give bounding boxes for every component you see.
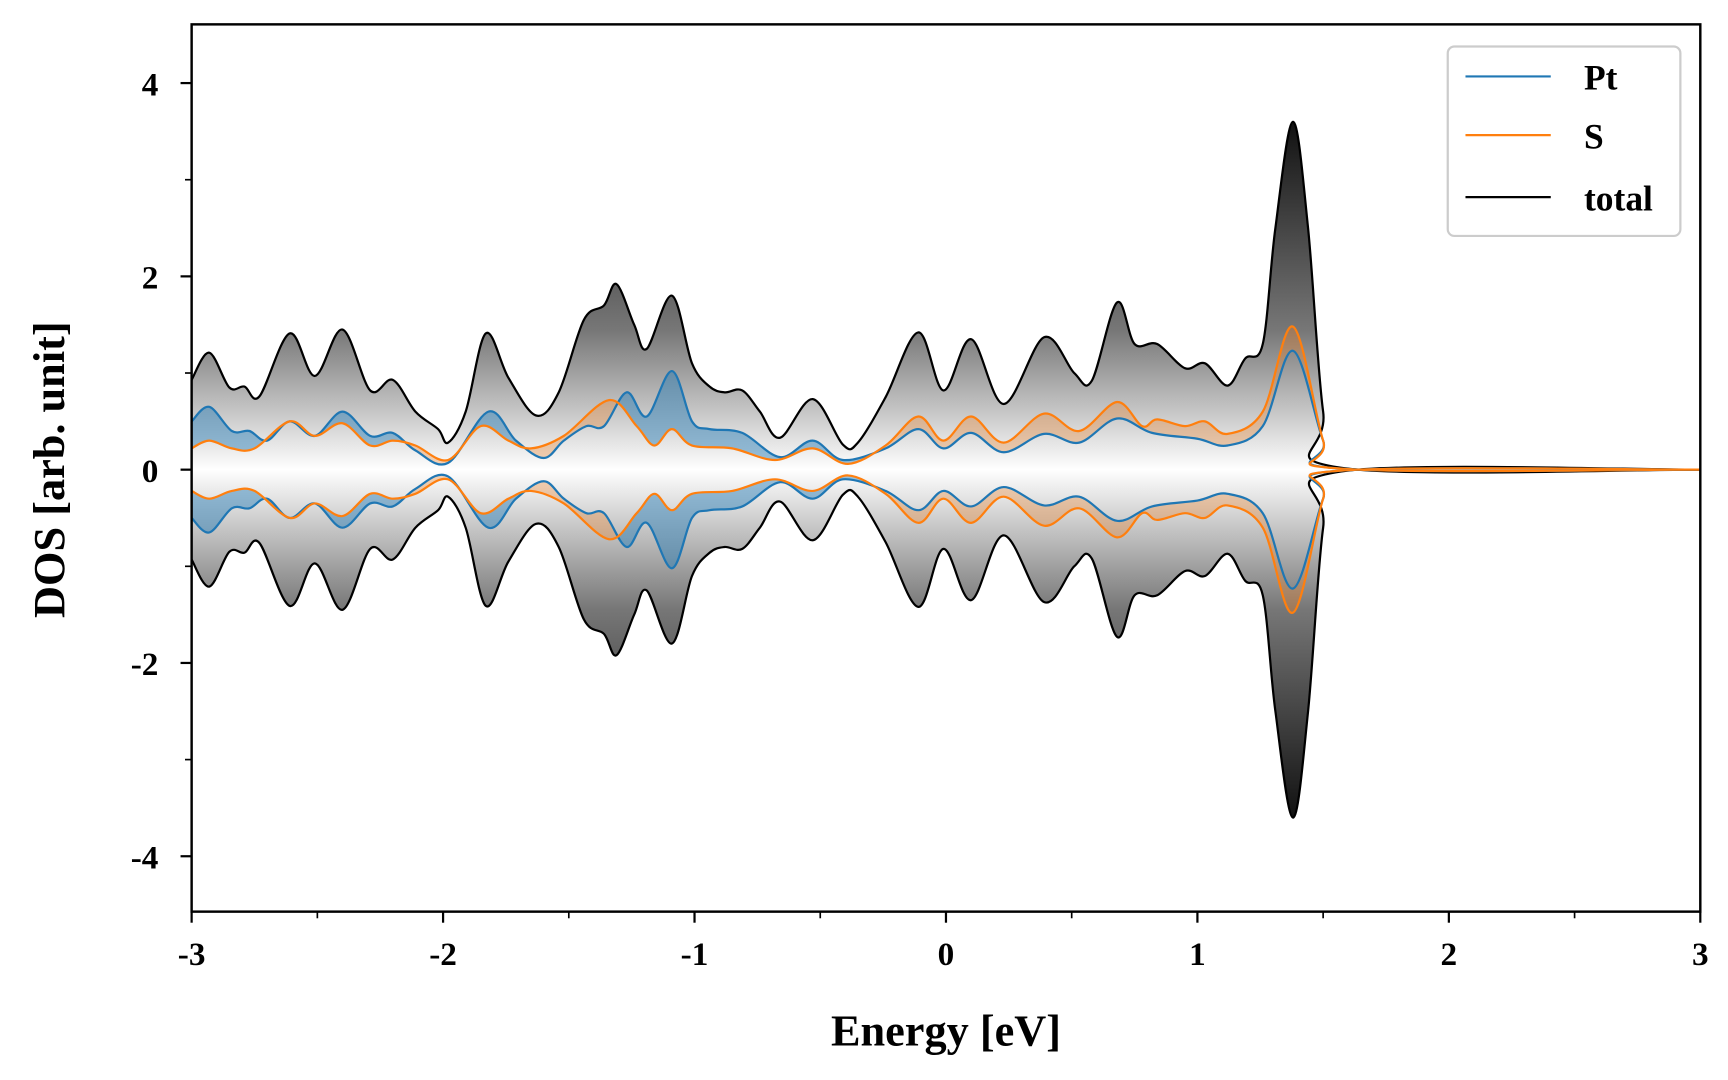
- pt-line-up: [191, 349, 1701, 473]
- x-tick-label: 1: [1189, 936, 1206, 973]
- plot-area: [191, 120, 1701, 819]
- y-tick-label: 0: [142, 453, 159, 490]
- x-tick-label: 3: [1692, 936, 1709, 973]
- legend-label-total: total: [1584, 178, 1653, 218]
- y-tick-label: 2: [142, 260, 159, 297]
- legend-label-pt: Pt: [1584, 58, 1618, 98]
- x-tick-label: -1: [681, 936, 709, 973]
- y-axis-label: DOS [arb. unit]: [25, 321, 74, 618]
- legend-label-s: S: [1584, 116, 1604, 156]
- total-line-up: [191, 120, 1701, 474]
- s-line-down: [191, 467, 1701, 614]
- pt-line-down: [191, 467, 1701, 590]
- s-excess-fill-up: [191, 326, 1701, 472]
- y-tick-label: 4: [142, 66, 159, 103]
- x-tick-label: -2: [429, 936, 457, 973]
- s-line-up: [191, 325, 1701, 473]
- y-tick-label: -4: [131, 839, 159, 876]
- x-axis-label: Energy [eV]: [831, 1007, 1061, 1056]
- y-tick-label: -2: [131, 646, 159, 683]
- x-tick-label: 0: [938, 936, 955, 973]
- legend: Pt S total: [1446, 45, 1682, 238]
- s-excess-fill-down: [191, 468, 1701, 613]
- axis-ticks: -3 -2 -1 0 1 2 3 -4 -2 0 2 4: [131, 66, 1709, 973]
- x-tick-label: 2: [1441, 936, 1458, 973]
- total-line-down: [191, 465, 1701, 819]
- total-fill-up: [191, 121, 1701, 473]
- x-tick-label: -3: [178, 936, 206, 973]
- total-fill-down: [191, 466, 1701, 818]
